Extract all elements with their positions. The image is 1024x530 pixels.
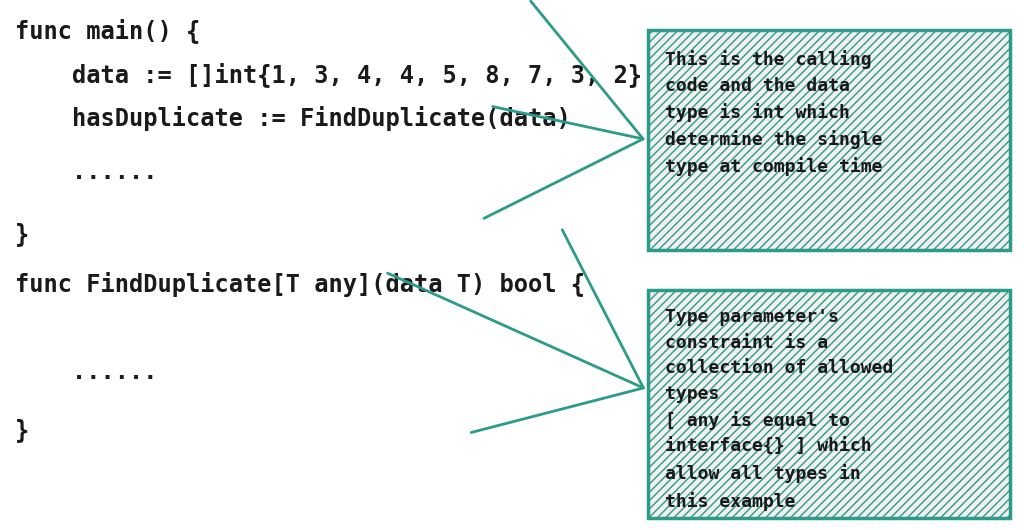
Text: }: } [15,222,30,246]
Bar [648,30,1010,250]
Text: func main() {: func main() { [15,18,201,43]
Text: Type parameter's
constraint is a
collection of allowed
types
[ any is equal to
i: Type parameter's constraint is a collect… [665,308,893,510]
Text: ......: ...... [15,160,158,184]
Text: func FindDuplicate[T any](data T) bool {: func FindDuplicate[T any](data T) bool { [15,272,585,297]
Text: data := []int{1, 3, 4, 4, 5, 8, 7, 3, 2}: data := []int{1, 3, 4, 4, 5, 8, 7, 3, 2} [15,62,642,87]
Text: hasDuplicate := FindDuplicate(data): hasDuplicate := FindDuplicate(data) [15,106,570,131]
Bar [648,290,1010,518]
Text: This is the calling
code and the data
type is int which
determine the single
typ: This is the calling code and the data ty… [665,50,883,176]
Text: }: } [15,418,30,442]
Text: ......: ...... [15,360,158,384]
